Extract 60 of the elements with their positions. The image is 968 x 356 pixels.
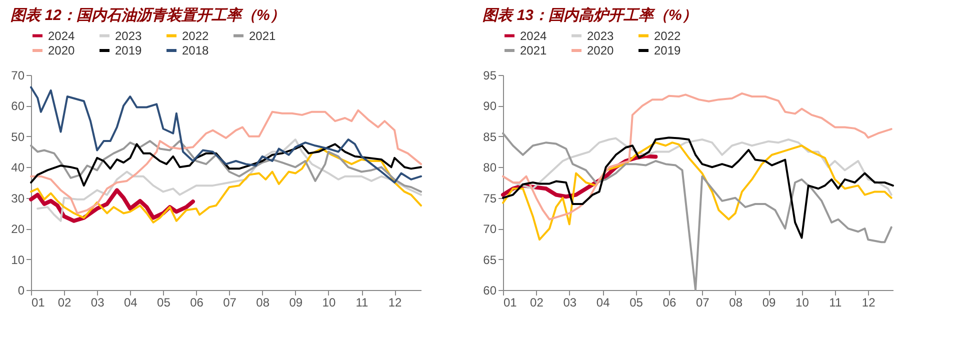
x-tick-label: 10 (322, 296, 336, 310)
line-series (30, 143, 422, 187)
legend-label: 2019 (654, 44, 682, 58)
y-tick-label: 0 (18, 284, 25, 298)
x-tick-label: 09 (289, 296, 303, 310)
x-tick-label: 03 (90, 296, 105, 310)
legend-label: 2024 (48, 28, 76, 43)
y-tick-label: 10 (11, 252, 25, 267)
legend-label: 2020 (48, 44, 76, 58)
line-series (30, 86, 422, 184)
y-tick-label: 70 (11, 68, 25, 82)
y-tick-label: 40 (11, 160, 25, 175)
y-tick-label: 65 (483, 252, 497, 267)
line-series (502, 92, 892, 220)
chart-title: 图表 12：国内石油沥青装置开工率（%） (10, 6, 285, 24)
x-tick-label: 09 (762, 296, 776, 310)
x-tick-label: 11 (356, 296, 369, 310)
y-tick-label: 30 (11, 191, 25, 206)
y-tick-label: 95 (483, 68, 497, 82)
legend-label: 2022 (654, 28, 682, 43)
y-tick-label: 20 (11, 222, 25, 236)
x-tick-label: 08 (256, 296, 270, 310)
x-tick-label: 11 (829, 296, 842, 310)
x-tick-label: 12 (862, 296, 876, 310)
x-tick-label: 05 (630, 296, 644, 310)
x-tick-label: 06 (662, 296, 676, 310)
x-tick-label: 12 (388, 296, 402, 310)
x-tick-label: 07 (696, 296, 710, 310)
y-tick-label: 60 (483, 284, 497, 298)
legend-label: 2021 (520, 44, 548, 58)
x-tick-label: 06 (190, 296, 204, 310)
y-tick-label: 90 (483, 99, 497, 114)
legend-label: 2022 (182, 28, 210, 43)
legend-label: 2018 (182, 44, 210, 58)
x-tick-label: 05 (157, 296, 171, 310)
legend-label: 2024 (520, 28, 548, 43)
legend-label: 2021 (249, 28, 276, 43)
y-tick-label: 85 (483, 130, 497, 144)
x-tick-label: 01 (504, 296, 518, 310)
x-tick-label: 04 (596, 296, 610, 310)
legend-label: 2019 (115, 44, 142, 58)
line-series (30, 140, 422, 193)
y-tick-label: 70 (483, 222, 497, 236)
x-tick-label: 07 (223, 296, 237, 310)
x-tick-label: 04 (124, 296, 138, 310)
y-tick-label: 75 (483, 191, 497, 206)
line-series (30, 109, 422, 214)
chart-title: 图表 13：国内高炉开工率（%） (482, 6, 697, 24)
x-tick-label: 03 (563, 296, 577, 310)
x-tick-label: 02 (530, 296, 544, 310)
legend-label: 2023 (115, 28, 142, 43)
x-tick-label: 10 (796, 296, 810, 310)
x-tick-label: 08 (729, 296, 743, 310)
legend-label: 2020 (587, 44, 614, 58)
y-tick-label: 50 (11, 130, 25, 144)
x-tick-label: 02 (58, 296, 72, 310)
y-tick-label: 60 (11, 99, 25, 114)
legend-label: 2023 (587, 28, 614, 43)
y-tick-label: 80 (483, 160, 497, 175)
x-tick-label: 01 (32, 296, 46, 310)
